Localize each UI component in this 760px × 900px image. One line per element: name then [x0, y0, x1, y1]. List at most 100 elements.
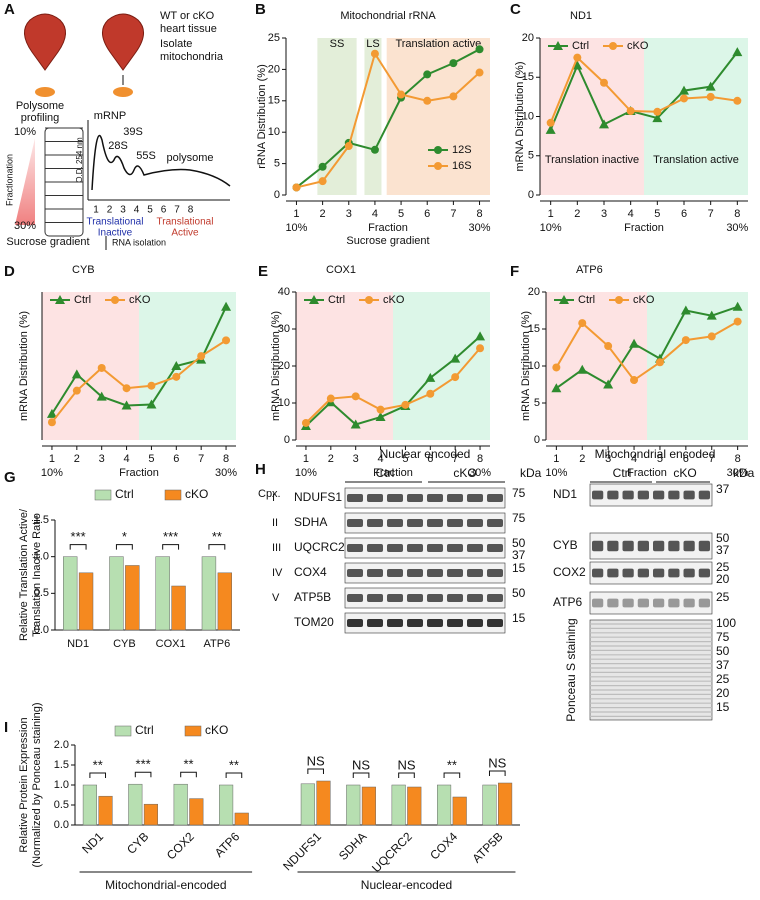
y-tick-label: 0.0	[54, 819, 69, 831]
panel-letter: B	[255, 1, 266, 18]
significance: ***	[136, 757, 151, 772]
gradient-label: 30%	[469, 222, 491, 234]
point	[578, 319, 587, 328]
band	[407, 544, 423, 552]
fraction-label: 3	[120, 205, 126, 216]
chart-title: CYB	[72, 264, 95, 276]
point	[344, 142, 353, 151]
bar	[219, 784, 234, 826]
kda-label: 20	[716, 572, 730, 586]
gradient-label: 10%	[545, 467, 567, 479]
x-tick-label: 3	[601, 208, 607, 220]
cpx-label: III	[272, 542, 281, 554]
region-label: Translation inactive	[545, 154, 639, 166]
x-tick-label: 6	[173, 453, 179, 465]
band	[407, 494, 423, 502]
sig-bracket	[443, 772, 461, 778]
point	[733, 96, 742, 105]
x-tick-label: 2	[74, 453, 80, 465]
point	[551, 383, 562, 393]
kda-label: 37	[716, 543, 730, 557]
chart-title: COX1	[326, 264, 356, 276]
significance: ***	[163, 529, 178, 544]
band	[487, 569, 503, 577]
band	[637, 540, 649, 552]
significance: **	[183, 757, 193, 772]
point	[423, 96, 432, 105]
label: heart tissue	[160, 23, 217, 35]
x-tick-label: 5	[398, 208, 404, 220]
significance: ***	[71, 529, 86, 544]
legend-marker	[434, 146, 442, 154]
series-line	[295, 48, 481, 189]
band	[637, 598, 649, 608]
point	[97, 363, 106, 372]
gradient-wedge	[15, 138, 35, 225]
x-tick-label: ATP6	[204, 638, 231, 650]
group-label: cKO	[453, 466, 476, 480]
panel-letter: H	[255, 461, 266, 478]
label: Isolate	[160, 38, 192, 50]
x-tick-label: 6	[424, 208, 430, 220]
band	[607, 540, 619, 552]
band	[347, 519, 363, 527]
point	[401, 400, 410, 409]
x-tick-label: 4	[124, 453, 130, 465]
band	[622, 490, 634, 500]
band	[607, 490, 619, 500]
active-label: Translational	[157, 217, 214, 228]
significance: NS	[397, 757, 415, 772]
kda-label: 50	[716, 644, 730, 658]
fraction-label: 6	[161, 205, 167, 216]
legend-marker	[559, 295, 569, 304]
cpx-label: V	[272, 592, 280, 604]
chart-title: Mitochondrial rRNA	[340, 10, 436, 22]
fraction-label: 5	[147, 205, 153, 216]
bar	[143, 803, 158, 826]
band	[367, 619, 383, 627]
legend-label: cKO	[627, 40, 649, 52]
series-line	[549, 55, 738, 124]
kda-label: 75	[512, 511, 526, 525]
band	[387, 569, 403, 577]
bar	[346, 784, 361, 826]
label: Fractionation	[4, 154, 14, 206]
label: 10%	[14, 126, 36, 138]
band	[347, 569, 363, 577]
bar	[78, 572, 94, 631]
chart-title: ATP6	[576, 264, 603, 276]
y-tick-label: 0	[528, 189, 534, 201]
label: O.D. 254 nm	[75, 137, 84, 183]
point	[653, 107, 662, 116]
y-tick-label: 10	[268, 126, 280, 138]
region	[317, 38, 357, 195]
legend-label: 12S	[452, 144, 472, 156]
series-line	[549, 51, 739, 131]
label: profiling	[21, 112, 60, 124]
band	[622, 540, 634, 552]
gradient-label: 30%	[215, 467, 237, 479]
band	[387, 519, 403, 527]
x-axis-label: Fraction	[627, 467, 667, 479]
legend-swatch	[114, 725, 132, 737]
band	[487, 494, 503, 502]
protein-label: UQCRC2	[294, 540, 345, 554]
sig-bracket	[162, 544, 180, 550]
point	[450, 353, 461, 363]
legend-swatch	[184, 725, 202, 737]
y-tick-label: 1.5	[54, 759, 69, 771]
panel-letter: E	[258, 263, 268, 280]
point	[122, 384, 131, 393]
bar	[316, 780, 331, 826]
x-tick-label: 1	[548, 208, 554, 220]
x-tick-label: 4	[378, 453, 384, 465]
band	[387, 619, 403, 627]
bar	[391, 784, 406, 826]
bar	[189, 798, 204, 826]
band	[653, 490, 665, 500]
band	[467, 519, 483, 527]
inactive-label: Translational	[87, 217, 144, 228]
kda-label: 37	[512, 548, 526, 562]
ponceau-blot	[589, 619, 713, 721]
heart-icon	[24, 13, 66, 71]
